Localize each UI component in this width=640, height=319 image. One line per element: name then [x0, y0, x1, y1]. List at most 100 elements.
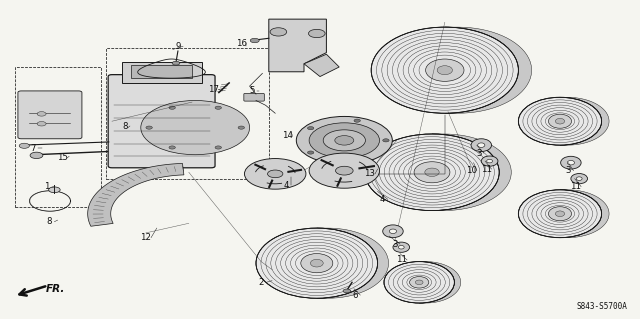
- Text: 6: 6: [353, 291, 358, 300]
- Ellipse shape: [556, 118, 564, 124]
- Text: 3: 3: [566, 166, 571, 175]
- Bar: [15, 67, 101, 207]
- Text: 14: 14: [282, 131, 293, 140]
- Circle shape: [141, 100, 250, 155]
- Circle shape: [19, 143, 29, 148]
- Circle shape: [335, 166, 353, 175]
- Text: FR.: FR.: [46, 284, 65, 294]
- Circle shape: [215, 146, 221, 149]
- Text: 2: 2: [259, 278, 264, 287]
- Circle shape: [309, 123, 380, 158]
- Text: 5: 5: [250, 86, 255, 95]
- Ellipse shape: [426, 59, 464, 81]
- Polygon shape: [317, 228, 388, 298]
- Ellipse shape: [365, 134, 499, 211]
- Polygon shape: [88, 163, 184, 226]
- Bar: [122, 62, 202, 83]
- Text: 8: 8: [122, 122, 127, 130]
- Circle shape: [186, 123, 205, 132]
- Ellipse shape: [398, 245, 404, 249]
- Ellipse shape: [518, 97, 602, 145]
- Text: 16: 16: [236, 39, 247, 48]
- Circle shape: [49, 187, 60, 193]
- Circle shape: [154, 107, 237, 148]
- Ellipse shape: [486, 159, 493, 163]
- Polygon shape: [419, 262, 461, 303]
- Circle shape: [169, 146, 175, 149]
- Circle shape: [244, 159, 306, 189]
- Polygon shape: [560, 190, 609, 238]
- Bar: [131, 65, 192, 78]
- Text: 13: 13: [364, 169, 376, 178]
- Circle shape: [37, 112, 46, 116]
- Circle shape: [383, 139, 389, 142]
- Circle shape: [169, 106, 175, 109]
- Circle shape: [30, 152, 43, 159]
- Text: 8: 8: [47, 217, 52, 226]
- Ellipse shape: [256, 228, 378, 298]
- Ellipse shape: [561, 156, 581, 169]
- Ellipse shape: [477, 143, 485, 147]
- Ellipse shape: [548, 114, 572, 128]
- Circle shape: [309, 153, 380, 188]
- Ellipse shape: [548, 207, 572, 221]
- Circle shape: [296, 116, 392, 164]
- Ellipse shape: [384, 262, 454, 303]
- Text: 12: 12: [140, 233, 152, 242]
- Polygon shape: [304, 54, 339, 77]
- Circle shape: [335, 136, 354, 145]
- Circle shape: [250, 38, 259, 43]
- FancyBboxPatch shape: [244, 93, 264, 101]
- Ellipse shape: [383, 225, 403, 238]
- Ellipse shape: [310, 259, 323, 267]
- Text: 11: 11: [481, 165, 492, 174]
- Circle shape: [238, 126, 244, 129]
- Ellipse shape: [518, 190, 602, 238]
- Circle shape: [307, 127, 314, 130]
- Circle shape: [354, 119, 360, 122]
- FancyBboxPatch shape: [18, 91, 82, 139]
- Text: 1: 1: [44, 182, 49, 191]
- Text: 11: 11: [396, 256, 408, 264]
- Circle shape: [270, 28, 287, 36]
- Ellipse shape: [415, 280, 423, 285]
- Text: 9: 9: [175, 42, 180, 51]
- Bar: [106, 48, 269, 179]
- Text: 15: 15: [56, 153, 68, 162]
- Ellipse shape: [410, 277, 429, 288]
- Ellipse shape: [437, 66, 452, 75]
- Circle shape: [354, 159, 360, 162]
- Ellipse shape: [481, 156, 498, 166]
- Ellipse shape: [301, 254, 333, 273]
- Ellipse shape: [471, 139, 492, 152]
- Ellipse shape: [556, 211, 564, 217]
- Ellipse shape: [576, 177, 582, 181]
- Circle shape: [164, 112, 226, 143]
- Ellipse shape: [425, 168, 439, 176]
- Polygon shape: [445, 27, 532, 113]
- Text: S843-S5700A: S843-S5700A: [577, 302, 627, 311]
- Text: 10: 10: [466, 166, 477, 175]
- Circle shape: [343, 289, 351, 293]
- Text: 3: 3: [392, 240, 397, 249]
- Ellipse shape: [371, 27, 518, 113]
- Text: 17: 17: [207, 85, 219, 94]
- Circle shape: [268, 170, 283, 178]
- Polygon shape: [432, 134, 511, 211]
- Text: 11: 11: [570, 182, 582, 191]
- Circle shape: [176, 118, 214, 137]
- Text: 7: 7: [31, 144, 36, 153]
- Ellipse shape: [414, 162, 450, 183]
- FancyBboxPatch shape: [108, 75, 215, 168]
- Ellipse shape: [389, 229, 397, 234]
- Text: 4: 4: [284, 181, 289, 189]
- Circle shape: [307, 151, 314, 154]
- Ellipse shape: [571, 174, 588, 184]
- Text: 3: 3: [476, 149, 481, 158]
- Text: 4: 4: [380, 195, 385, 204]
- Circle shape: [308, 29, 325, 38]
- Circle shape: [215, 106, 221, 109]
- Circle shape: [146, 126, 152, 129]
- Polygon shape: [560, 97, 609, 145]
- Circle shape: [172, 61, 180, 65]
